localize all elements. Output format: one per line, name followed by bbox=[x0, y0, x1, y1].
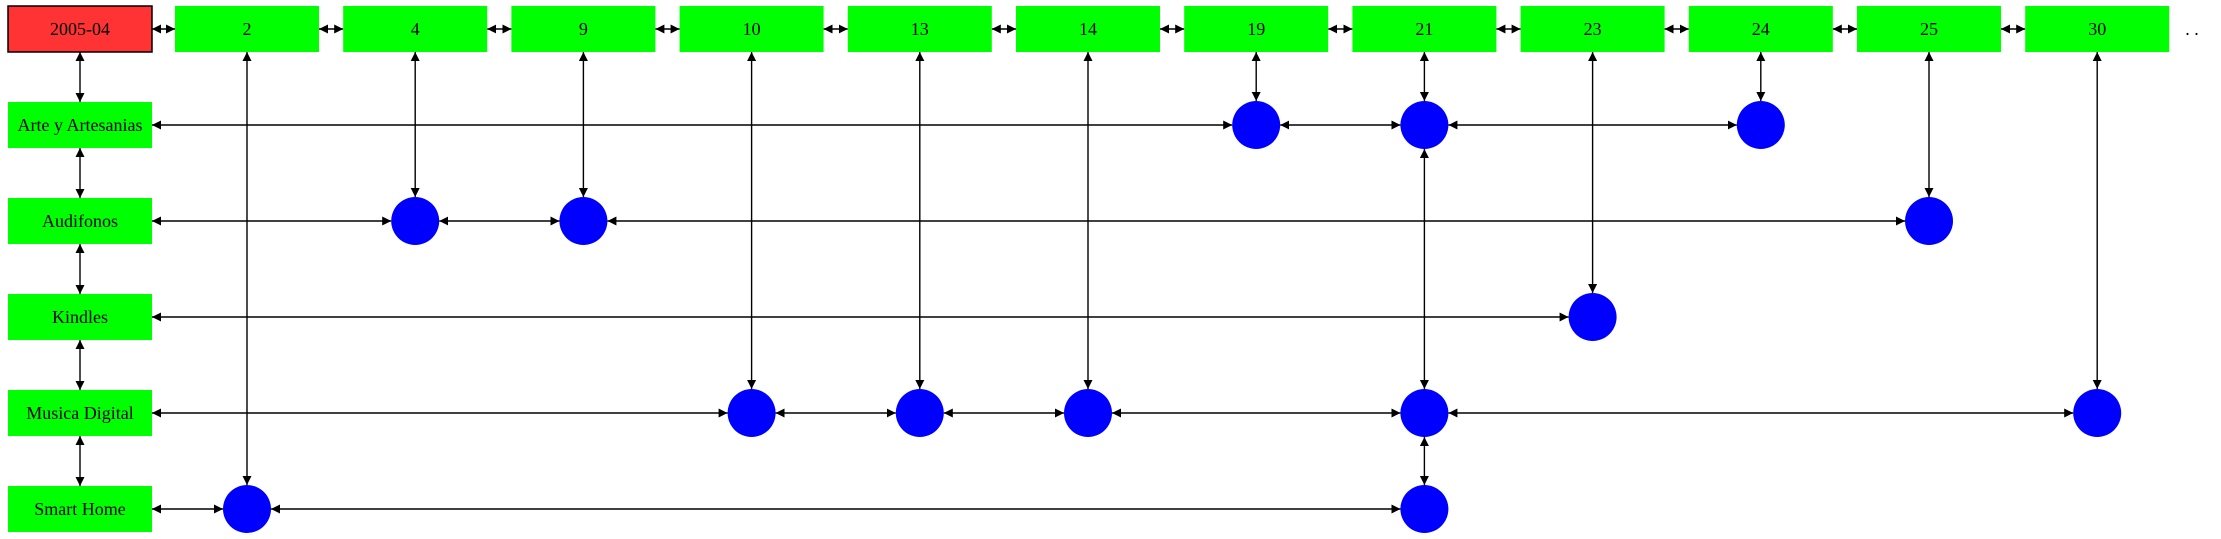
day-node-23: 23 bbox=[1520, 6, 1665, 52]
day-node-21: 21 bbox=[1352, 6, 1497, 52]
event-node-23-2 bbox=[1568, 293, 1617, 341]
category-node-3: Musica Digital bbox=[8, 390, 152, 436]
day-node-2-label: 2 bbox=[243, 19, 252, 39]
day-node-10-label: 10 bbox=[743, 19, 761, 39]
day-node-30-label: 30 bbox=[2088, 19, 2106, 39]
category-node-0-label: Arte y Artesanias bbox=[18, 115, 143, 135]
category-node-3-label: Musica Digital bbox=[26, 403, 133, 423]
day-node-21-box bbox=[1352, 6, 1497, 52]
day-node-13-box bbox=[847, 6, 992, 52]
event-node-21-4 bbox=[1400, 485, 1449, 533]
day-node-4: 4 bbox=[343, 6, 488, 52]
category-node-1-label: Audifonos bbox=[42, 211, 118, 231]
event-node-30-3 bbox=[2073, 389, 2122, 437]
event-node-13-3 bbox=[895, 389, 944, 437]
header-node-label: 2005-04 bbox=[50, 19, 110, 39]
category-node-2-box bbox=[8, 294, 152, 340]
day-node-24-box bbox=[1688, 6, 1833, 52]
event-node-4-1 bbox=[391, 197, 440, 245]
category-node-2: Kindles bbox=[8, 294, 152, 340]
day-node-19-box bbox=[1184, 6, 1329, 52]
day-node-2-box bbox=[175, 6, 319, 52]
event-node-14-3 bbox=[1064, 389, 1112, 437]
day-node-2: 2 bbox=[175, 6, 319, 52]
day-node-4-box bbox=[343, 6, 488, 52]
event-node-21-3 bbox=[1400, 389, 1449, 437]
ellipsis-label: . . bbox=[2185, 19, 2199, 39]
day-node-23-label: 23 bbox=[1584, 19, 1602, 39]
category-node-4-label: Smart Home bbox=[34, 499, 126, 519]
day-node-9-box bbox=[511, 6, 656, 52]
event-node-2-4 bbox=[223, 485, 271, 533]
day-node-25-box bbox=[1857, 6, 2001, 52]
day-node-21-label: 21 bbox=[1415, 19, 1433, 39]
category-node-1-box bbox=[8, 198, 152, 244]
day-node-30: 30 bbox=[2025, 6, 2170, 52]
day-node-13: 13 bbox=[847, 6, 992, 52]
day-node-14-box bbox=[1016, 6, 1160, 52]
event-node-10-3 bbox=[727, 389, 776, 437]
day-node-9: 9 bbox=[511, 6, 656, 52]
header-node-box bbox=[7, 5, 153, 53]
event-node-25-1 bbox=[1905, 197, 1953, 245]
day-node-24: 24 bbox=[1688, 6, 1833, 52]
day-node-19-label: 19 bbox=[1247, 19, 1265, 39]
day-node-9-label: 9 bbox=[579, 19, 588, 39]
day-node-10: 10 bbox=[679, 6, 824, 52]
day-node-19: 19 bbox=[1184, 6, 1329, 52]
event-node-19-0 bbox=[1232, 101, 1281, 149]
event-node-9-1 bbox=[559, 197, 608, 245]
header-node: 2005-04 bbox=[7, 5, 153, 53]
day-node-10-box bbox=[679, 6, 824, 52]
category-node-2-label: Kindles bbox=[52, 307, 108, 327]
day-node-23-box bbox=[1520, 6, 1665, 52]
event-node-24-0 bbox=[1736, 101, 1785, 149]
day-node-14: 14 bbox=[1016, 6, 1160, 52]
category-node-0: Arte y Artesanias bbox=[8, 102, 152, 148]
day-node-14-label: 14 bbox=[1079, 19, 1097, 39]
day-node-24-label: 24 bbox=[1752, 19, 1770, 39]
category-node-4: Smart Home bbox=[8, 486, 152, 532]
category-node-3-box bbox=[8, 390, 152, 436]
day-node-30-box bbox=[2025, 6, 2170, 52]
day-node-13-label: 13 bbox=[911, 19, 929, 39]
day-node-4-label: 4 bbox=[411, 19, 420, 39]
category-node-4-box bbox=[8, 486, 152, 532]
day-node-25: 25 bbox=[1857, 6, 2001, 52]
edge-layer bbox=[75, 24, 2102, 514]
category-node-1: Audifonos bbox=[8, 198, 152, 244]
event-node-21-0 bbox=[1400, 101, 1449, 149]
day-node-25-label: 25 bbox=[1920, 19, 1938, 39]
category-node-0-box bbox=[8, 102, 152, 148]
